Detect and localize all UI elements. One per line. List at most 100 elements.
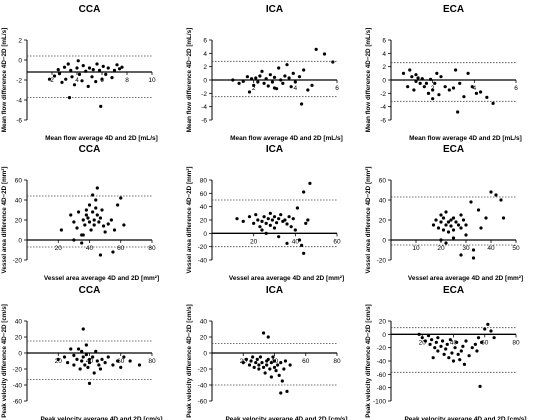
data-point [101,64,105,68]
data-point [279,213,283,217]
y-tick-label: -2 [16,78,22,85]
data-point [66,62,70,66]
data-point [268,73,272,77]
data-point [297,238,302,242]
data-point [91,210,95,214]
x-tick-label: 80 [148,358,156,365]
x-tick-label: 2 [50,77,54,84]
data-point [99,104,103,108]
data-point [83,223,87,227]
y-tick-label: 0 [382,332,386,339]
data-point [91,193,95,197]
data-point [103,361,107,365]
x-tick-label: 80 [512,339,520,346]
data-point [282,367,286,371]
data-point [110,76,114,80]
data-point [423,339,427,343]
data-point [459,349,463,353]
panel-title: CCA [79,144,101,155]
data-point [476,208,481,212]
x-axis-label: Vessel area average 4D and 2D [mm²] [44,275,159,282]
data-point [466,71,470,75]
data-point [439,238,443,242]
data-point [91,355,95,359]
data-point [439,75,443,79]
data-point [412,88,416,92]
data-point [467,354,471,358]
data-point [252,83,256,87]
y-tick-label: -20 [198,367,208,374]
data-point [306,88,310,92]
data-point [436,226,441,230]
x-tick-label: 20 [250,238,258,245]
data-point [268,211,272,215]
y-tick-label: 40 [15,319,23,326]
data-point [449,218,453,222]
y-tick-label: -20 [13,258,23,265]
data-point [464,233,468,237]
data-point [420,77,424,81]
x-tick-label: 60 [481,339,489,346]
y-tick-label: -20 [377,345,387,352]
data-point [491,101,495,105]
y-tick-label: -4 [16,98,22,105]
data-point [470,85,474,89]
y-tick-label: 20 [379,218,387,225]
y-tick-label: -20 [377,258,387,265]
data-point [414,73,418,77]
data-point [499,198,503,202]
data-point [245,75,250,79]
data-point [277,373,281,377]
data-point [260,219,264,223]
y-tick-label: -60 [13,399,23,406]
data-point [486,322,490,326]
data-point [433,346,437,350]
data-point [501,216,506,220]
data-point [251,355,255,359]
data-point [401,71,406,75]
data-point [92,223,96,227]
y-axis-label: Vessel area difference 4D−2D [mm²] [1,167,8,274]
data-point [451,228,456,232]
y-tick-label: 20 [200,218,208,225]
y-tick-label: -80 [377,385,387,392]
data-point [47,77,52,81]
data-point [69,213,73,217]
data-point [89,228,93,232]
panel-title: ICA [266,144,283,155]
data-point [279,361,283,365]
data-point [444,241,448,245]
data-point [241,79,245,83]
data-point [270,80,275,84]
data-point [261,365,266,369]
data-point [433,81,437,85]
data-point [72,363,76,367]
data-point [451,216,456,220]
y-tick-label: 2 [382,64,386,71]
data-point [448,338,452,342]
data-point [289,225,293,229]
x-axis-label: Mean flow average 4D and 2D [mL/s] [409,135,522,142]
data-point [87,220,92,224]
data-point [86,84,90,88]
data-point [489,190,493,194]
y-tick-label: 40 [200,319,208,326]
panel-title: ICA [266,285,283,296]
panel-title: ECA [443,144,464,155]
data-point [439,213,443,217]
data-point [87,361,92,365]
data-point [256,80,260,84]
y-tick-label: 6 [203,38,207,45]
data-point [440,339,445,343]
data-point [56,357,60,361]
x-tick-label: 10 [412,245,420,252]
y-tick-label: -40 [198,383,208,390]
y-tick-label: -2 [201,91,207,98]
data-point [84,343,88,347]
y-tick-label: -6 [16,118,22,125]
data-point [252,221,256,225]
data-point [274,221,279,225]
